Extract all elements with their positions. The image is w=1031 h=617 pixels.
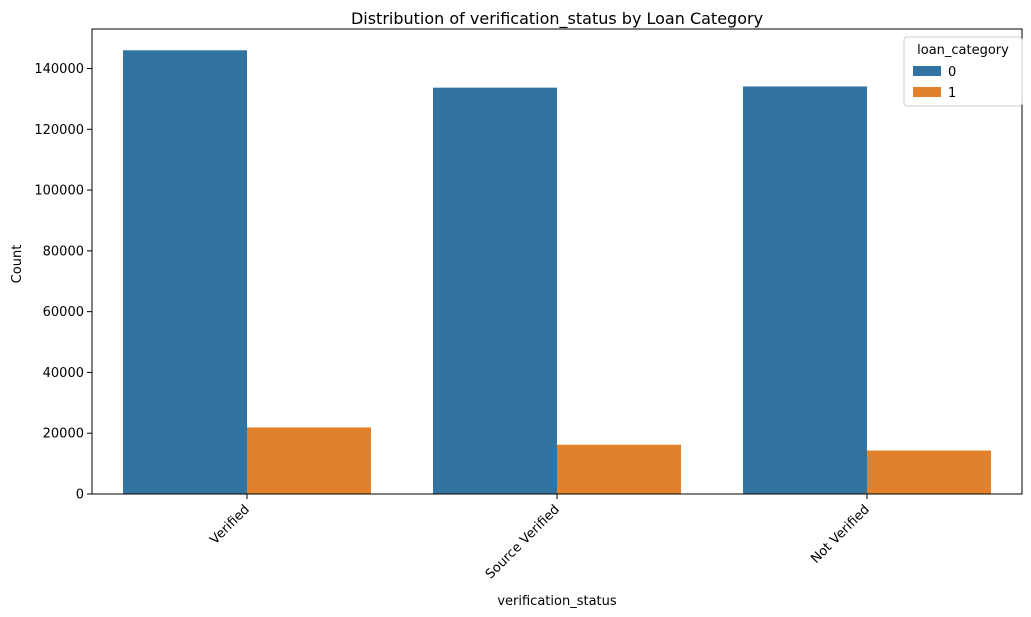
x-tick-label: Verified: [207, 502, 252, 547]
bar-series-0-not-verified: [743, 86, 867, 495]
legend-title: loan_category: [917, 43, 1009, 58]
bar-series-0-verified: [123, 50, 247, 495]
bar-series-1-source-verified: [557, 444, 681, 494]
y-tick-label: 40000: [43, 366, 84, 381]
legend: loan_category 0 1: [903, 36, 1023, 107]
plot-area: 0 20000 40000 60000 80000 100000 120000 140000 V…: [34, 28, 1023, 582]
y-tick-label: 140000: [34, 62, 84, 77]
bar-series-1-verified: [247, 427, 371, 494]
bar-series-0-source-verified: [433, 87, 557, 494]
y-tick-label: 80000: [43, 244, 84, 259]
legend-swatch-series-1: [913, 87, 941, 97]
x-tick-label: Not Verified: [808, 502, 872, 566]
y-axis-label: Count: [10, 245, 25, 284]
y-tick-label: 60000: [43, 305, 84, 320]
y-tick-label: 120000: [34, 123, 84, 138]
legend-label-series-0: 0: [948, 65, 956, 80]
x-axis-label: verification_status: [497, 594, 617, 609]
chart-title: Distribution of verification_status by L…: [351, 9, 763, 29]
y-tick-label: 100000: [34, 184, 84, 199]
legend-label-series-1: 1: [948, 86, 956, 101]
y-tick-label: 0: [76, 488, 84, 503]
x-tick-label: Source Verified: [483, 502, 563, 582]
y-tick-label: 20000: [43, 427, 84, 442]
legend-swatch-series-0: [913, 66, 941, 76]
bar-series-1-not-verified: [867, 450, 991, 494]
